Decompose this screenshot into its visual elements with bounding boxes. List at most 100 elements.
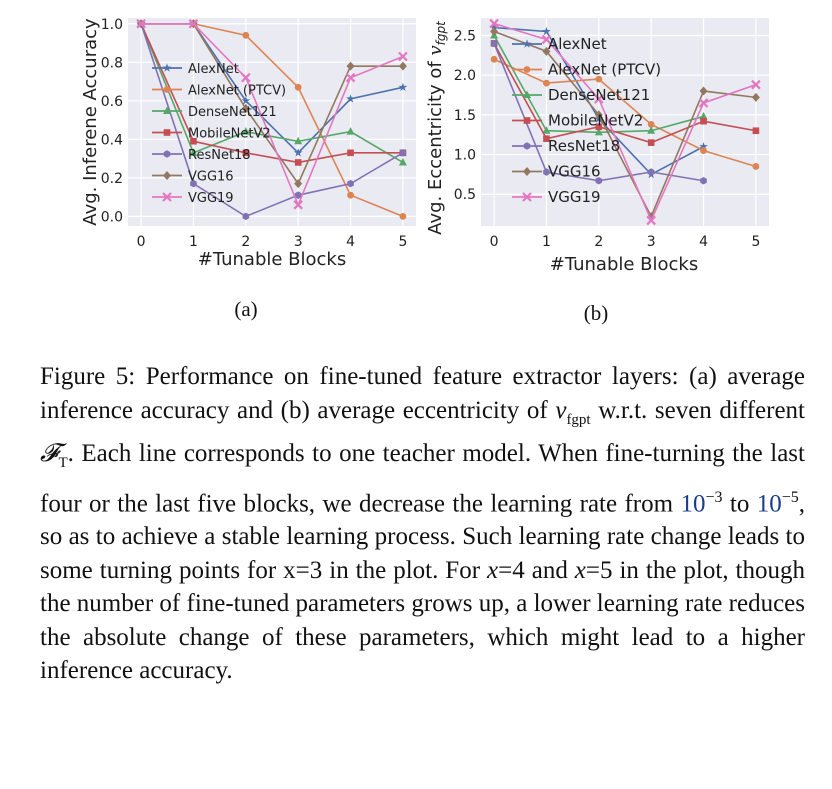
x-tick-label: 5	[751, 234, 760, 250]
data-point-vgg16	[751, 92, 760, 102]
data-point-densenet121	[594, 127, 603, 136]
data-point-vgg19	[345, 72, 356, 83]
data-point-resnet18	[490, 39, 498, 48]
series-densenet121	[490, 30, 708, 136]
data-point-resnet18	[595, 176, 603, 185]
data-point-resnet18	[700, 176, 707, 185]
data-point-vgg16	[542, 46, 551, 56]
data-point-vgg19	[698, 98, 709, 108]
x-tick-label: 0	[137, 234, 146, 250]
data-point-vgg19	[293, 200, 303, 210]
data-point-alexnet	[542, 26, 551, 36]
data-point-alexnet	[293, 148, 303, 157]
legend-entry-densenet121: DenseNet121	[152, 105, 277, 120]
x-tick-label: 1	[189, 234, 198, 250]
legend-marker-alexnet-ptcv	[523, 66, 531, 73]
y-tick-label: 1.5	[454, 108, 476, 124]
legend-label-mobilenetv2: MobileNetV2	[548, 112, 643, 130]
data-point-resnet18	[242, 212, 250, 221]
series-densenet121	[137, 19, 407, 166]
panel-b-eccentricity: 0 1 2 3 4 5 0.5 1.0 1.5 2.0 2.5 AlexNet AlexNet (PT…	[425, 18, 769, 325]
data-point-densenet121	[241, 127, 250, 135]
data-point-mobilenetv2	[647, 139, 655, 146]
data-point-mobilenetv2	[543, 135, 550, 142]
legend-entry-vgg19: VGG19	[512, 188, 601, 206]
legend-entry-mobilenetv2: MobileNetV2	[152, 127, 271, 142]
y-axis-label-b: Avg. Eccentricity of vfgpt	[425, 20, 448, 235]
data-point-alexnet	[699, 142, 708, 151]
legend-entry-densenet121: DenseNet121	[512, 86, 650, 104]
legend-label-densenet121: DenseNet121	[188, 105, 277, 120]
x-tick-label: 1	[542, 234, 551, 250]
legend-marker-vgg16	[523, 167, 531, 176]
series-line-vgg16	[493, 30, 757, 219]
data-point-vgg19	[398, 51, 408, 62]
series-line-densenet121	[140, 23, 404, 164]
panel-label-a: (a)	[234, 297, 257, 321]
legend-label-alexnet: AlexNet	[548, 35, 607, 53]
legend-label-vgg16: VGG16	[548, 163, 601, 181]
data-point-mobilenetv2	[752, 127, 760, 135]
x-tick-label: 3	[294, 234, 303, 250]
data-point-vgg16	[398, 61, 407, 71]
legend-marker-resnet18	[163, 150, 171, 158]
data-point-vgg19	[751, 79, 761, 90]
data-point-vgg16	[699, 86, 708, 96]
series-line-alexnet-ptcv	[493, 58, 757, 168]
data-point-mobilenetv2	[347, 149, 354, 157]
y-tick-label: 0.8	[101, 55, 123, 71]
data-point-mobilenetv2	[700, 117, 707, 125]
series-line-vgg19	[493, 22, 757, 223]
legend-marker-vgg19	[522, 192, 532, 202]
legend-label-vgg19: VGG19	[188, 191, 234, 206]
plot-area-a	[128, 18, 416, 226]
tick-labels-b: 0 1 2 3 4 5 0.5 1.0 1.5 2.0 2.5	[454, 28, 761, 250]
data-point-alexnet	[346, 94, 355, 103]
series-line-mobilenetv2	[493, 43, 757, 144]
data-point-resnet18	[543, 168, 550, 176]
series-vgg19	[136, 18, 408, 210]
y-tick-label: 1.0	[454, 148, 476, 164]
legend-entry-vgg16: VGG16	[512, 163, 601, 181]
data-point-alexnet-ptcv	[399, 212, 407, 220]
legend-entry-resnet18: ResNet18	[512, 137, 620, 155]
data-point-mobilenetv2	[190, 137, 197, 145]
legend-label-alexnet: AlexNet	[188, 62, 239, 77]
legend-label-resnet18: ResNet18	[188, 148, 251, 163]
x-tick-label: 4	[346, 234, 355, 250]
data-point-vgg19	[646, 215, 656, 226]
legend-marker-vgg16	[163, 171, 171, 180]
series-vgg19	[489, 18, 761, 226]
series-line-vgg19	[141, 22, 404, 207]
legend-marker-mobilenetv2	[163, 129, 171, 136]
data-point-alexnet-ptcv	[242, 31, 250, 39]
data-point-alexnet-ptcv	[294, 83, 302, 91]
data-point-mobilenetv2	[595, 123, 603, 131]
x-tick-label: 0	[490, 234, 499, 250]
data-point-resnet18	[399, 149, 407, 157]
data-point-vgg16	[594, 110, 603, 120]
y-tick-label: 2.0	[454, 68, 476, 84]
data-point-mobilenetv2	[242, 149, 250, 157]
x-tick-label: 5	[398, 234, 407, 250]
legend-marker-alexnet	[522, 39, 532, 48]
y-tick-label: 0.2	[101, 171, 123, 187]
caption-label: Figure 5:	[40, 363, 136, 390]
data-point-densenet121	[542, 126, 551, 134]
legend-entry-vgg16: VGG16	[152, 170, 234, 185]
legend-entry-alexnet-ptcv: AlexNet (PTCV)	[152, 84, 286, 99]
y-tick-label: 0.4	[101, 132, 123, 148]
legend-marker-mobilenetv2	[523, 117, 531, 124]
series-line-mobilenetv2	[140, 23, 403, 164]
panel-a-accuracy: 0 1 2 3 4 5 0.0 0.2 0.4 0.6 0.8 1.0 AlexNet AlexNet …	[80, 17, 416, 321]
x-axis-label-b: #Tunable Blocks	[550, 254, 698, 275]
legend-marker-densenet121	[523, 90, 531, 98]
legend-entry-alexnet-ptcv: AlexNet (PTCV)	[512, 61, 661, 79]
data-point-alexnet-ptcv	[752, 163, 760, 170]
data-point-vgg16	[294, 179, 303, 189]
data-point-vgg16	[490, 26, 499, 36]
figure-panels: 0 1 2 3 4 5 0.0 0.2 0.4 0.6 0.8 1.0 AlexNet AlexNet …	[80, 17, 769, 325]
legend-label-vgg16: VGG16	[188, 170, 234, 185]
data-point-resnet18	[647, 168, 655, 176]
legend-marker-vgg19	[162, 192, 172, 202]
